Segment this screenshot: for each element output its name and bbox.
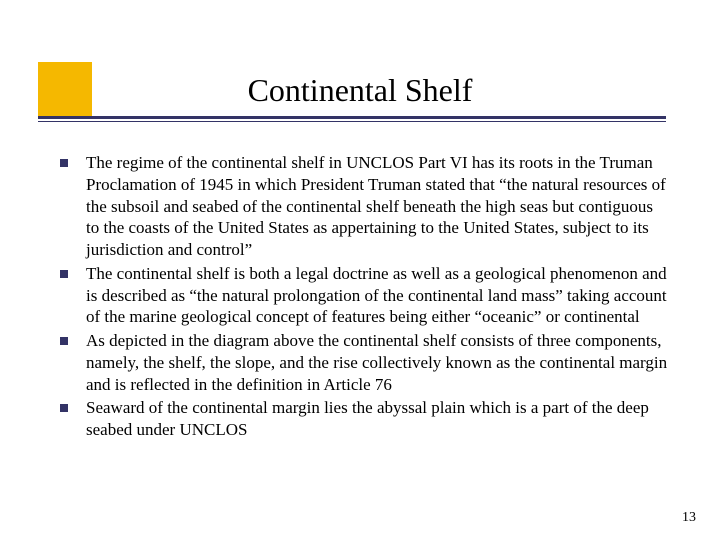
page-number: 13 (682, 510, 696, 526)
list-item: The regime of the continental shelf in U… (60, 152, 668, 261)
bullet-list: The regime of the continental shelf in U… (60, 152, 668, 441)
list-item: The continental shelf is both a legal do… (60, 263, 668, 328)
bullet-text: As depicted in the diagram above the con… (86, 330, 668, 395)
bullet-text: The regime of the continental shelf in U… (86, 152, 668, 261)
list-item: Seaward of the continental margin lies t… (60, 397, 668, 441)
content-area: The regime of the continental shelf in U… (60, 152, 668, 443)
title-rule-thin (38, 121, 666, 122)
slide-title: Continental Shelf (0, 72, 720, 109)
list-item: As depicted in the diagram above the con… (60, 330, 668, 395)
bullet-icon (60, 337, 68, 345)
bullet-text: The continental shelf is both a legal do… (86, 263, 668, 328)
bullet-icon (60, 270, 68, 278)
bullet-icon (60, 404, 68, 412)
title-rule-thick (38, 116, 666, 119)
bullet-icon (60, 159, 68, 167)
bullet-text: Seaward of the continental margin lies t… (86, 397, 668, 441)
